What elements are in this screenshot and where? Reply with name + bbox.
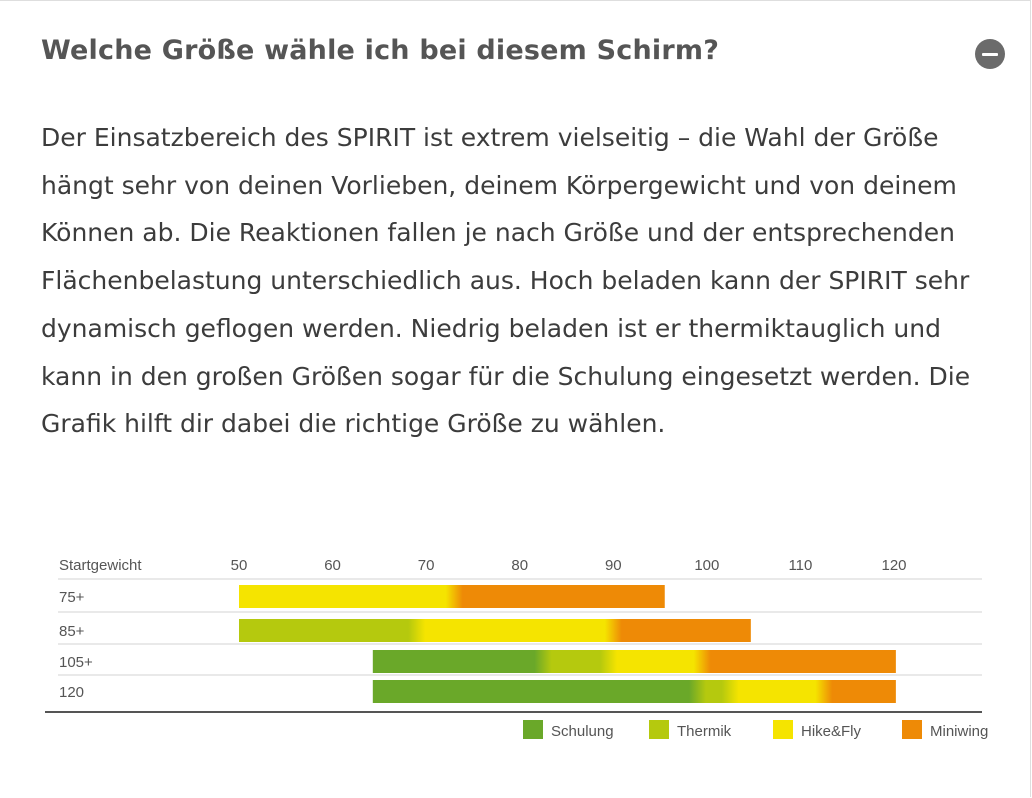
x-tick-label: 50 <box>231 557 248 574</box>
faq-title[interactable]: Welche Größe wähle ich bei diesem Schirm… <box>41 35 720 66</box>
x-tick-label: 90 <box>605 557 622 574</box>
minus-circle-icon[interactable] <box>975 39 1005 69</box>
rows: 75+ 85+ 105+ 120 <box>45 578 982 713</box>
legend-swatch <box>649 720 669 739</box>
row-label: 120 <box>59 684 84 701</box>
minus-bar <box>982 52 998 56</box>
row-label: 105+ <box>59 654 93 671</box>
range-bar-120 <box>372 680 896 703</box>
row-label: 85+ <box>59 623 85 640</box>
row-label: 75+ <box>59 589 85 606</box>
x-tick-label: 70 <box>418 557 435 574</box>
legend-label: Schulung <box>551 723 614 740</box>
legend-swatch <box>773 720 793 739</box>
legend-swatch <box>523 720 543 739</box>
range-bar-75+ <box>239 585 665 608</box>
range-bar-85+ <box>239 619 751 642</box>
legend-label: Thermik <box>677 723 732 740</box>
x-tick-label: 110 <box>788 557 812 574</box>
legend-label: Miniwing <box>930 723 988 740</box>
x-tick-label: 60 <box>324 557 341 574</box>
x-axis-title: Startgewicht <box>59 557 142 574</box>
x-tick-label: 100 <box>694 557 719 574</box>
legend: Schulung Thermik Hike&Fly Miniwing <box>523 720 988 740</box>
x-tick-label: 120 <box>881 557 906 574</box>
legend-label: Hike&Fly <box>801 723 862 740</box>
faq-body: Der Einsatzbereich des SPIRIT ist extrem… <box>41 123 971 439</box>
size-chart: Startgewicht 50 60 70 80 90 100 110 120 75+ 85+ 1… <box>45 557 988 740</box>
legend-swatch <box>902 720 922 739</box>
x-ticks: 50 60 70 80 90 100 110 120 <box>231 557 907 574</box>
x-tick-label: 80 <box>511 557 528 574</box>
range-bar-105+ <box>372 650 896 673</box>
